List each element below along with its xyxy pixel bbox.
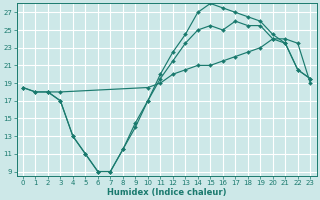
- X-axis label: Humidex (Indice chaleur): Humidex (Indice chaleur): [107, 188, 226, 197]
